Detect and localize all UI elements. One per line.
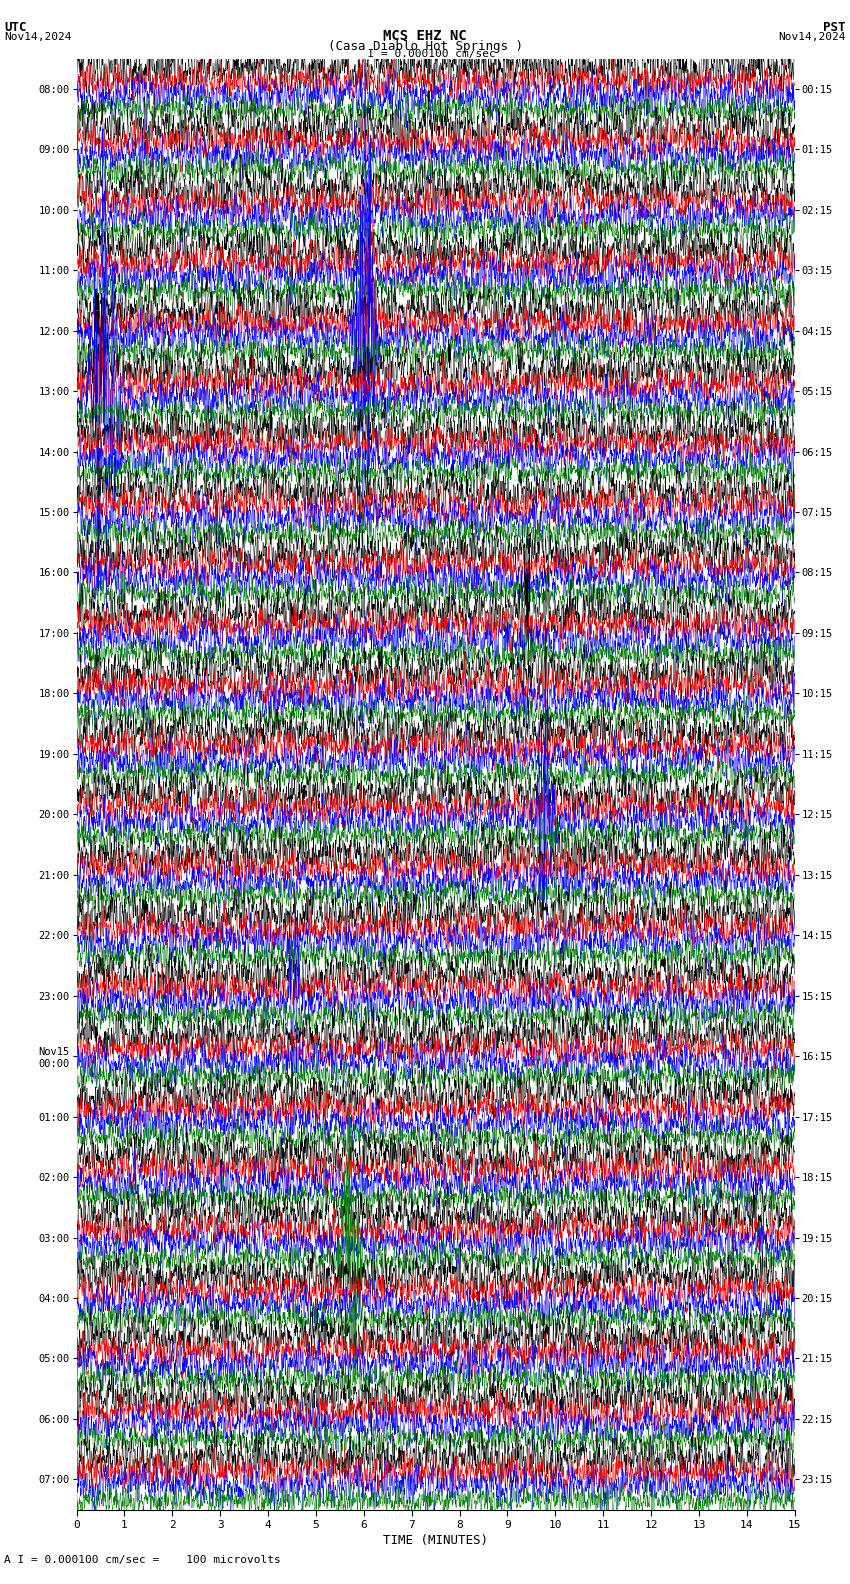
Text: I = 0.000100 cm/sec: I = 0.000100 cm/sec bbox=[354, 49, 496, 59]
X-axis label: TIME (MINUTES): TIME (MINUTES) bbox=[383, 1535, 488, 1548]
Text: PST: PST bbox=[824, 21, 846, 33]
Text: UTC: UTC bbox=[4, 21, 26, 33]
Text: A I = 0.000100 cm/sec =    100 microvolts: A I = 0.000100 cm/sec = 100 microvolts bbox=[4, 1555, 281, 1565]
Text: Nov14,2024: Nov14,2024 bbox=[779, 32, 846, 41]
Text: Nov14,2024: Nov14,2024 bbox=[4, 32, 71, 41]
Text: (Casa Diablo Hot Springs ): (Casa Diablo Hot Springs ) bbox=[327, 40, 523, 52]
Text: MCS EHZ NC: MCS EHZ NC bbox=[383, 29, 467, 43]
